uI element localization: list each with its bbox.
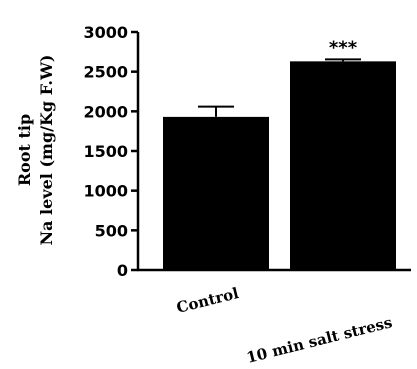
bar-salt-stress — [290, 61, 396, 270]
x-category-label: Control — [175, 284, 241, 317]
significance-marker: *** — [329, 37, 358, 58]
y-tick-label: 2000 — [83, 102, 128, 121]
bar-control — [163, 116, 269, 271]
y-tick-label: 3000 — [83, 23, 128, 42]
x-category-label: 10 min salt stress — [245, 313, 394, 367]
y-tick-label: 2500 — [83, 63, 128, 82]
y-axis-title-line-1: Root tip — [15, 114, 34, 186]
y-axis-title: Root tip Na level (mg/Kg F.W) — [15, 55, 56, 246]
y-tick-label: 500 — [95, 221, 128, 240]
y-axis: 0 500 1000 1500 2000 2500 3000 — [83, 23, 140, 280]
y-tick-label: 1000 — [83, 182, 128, 201]
y-axis-title-line-2: Na level (mg/Kg F.W) — [37, 55, 56, 246]
y-tick-label: 1500 — [83, 142, 128, 161]
bars: *** — [163, 37, 396, 271]
y-tick-label: 0 — [117, 261, 128, 280]
